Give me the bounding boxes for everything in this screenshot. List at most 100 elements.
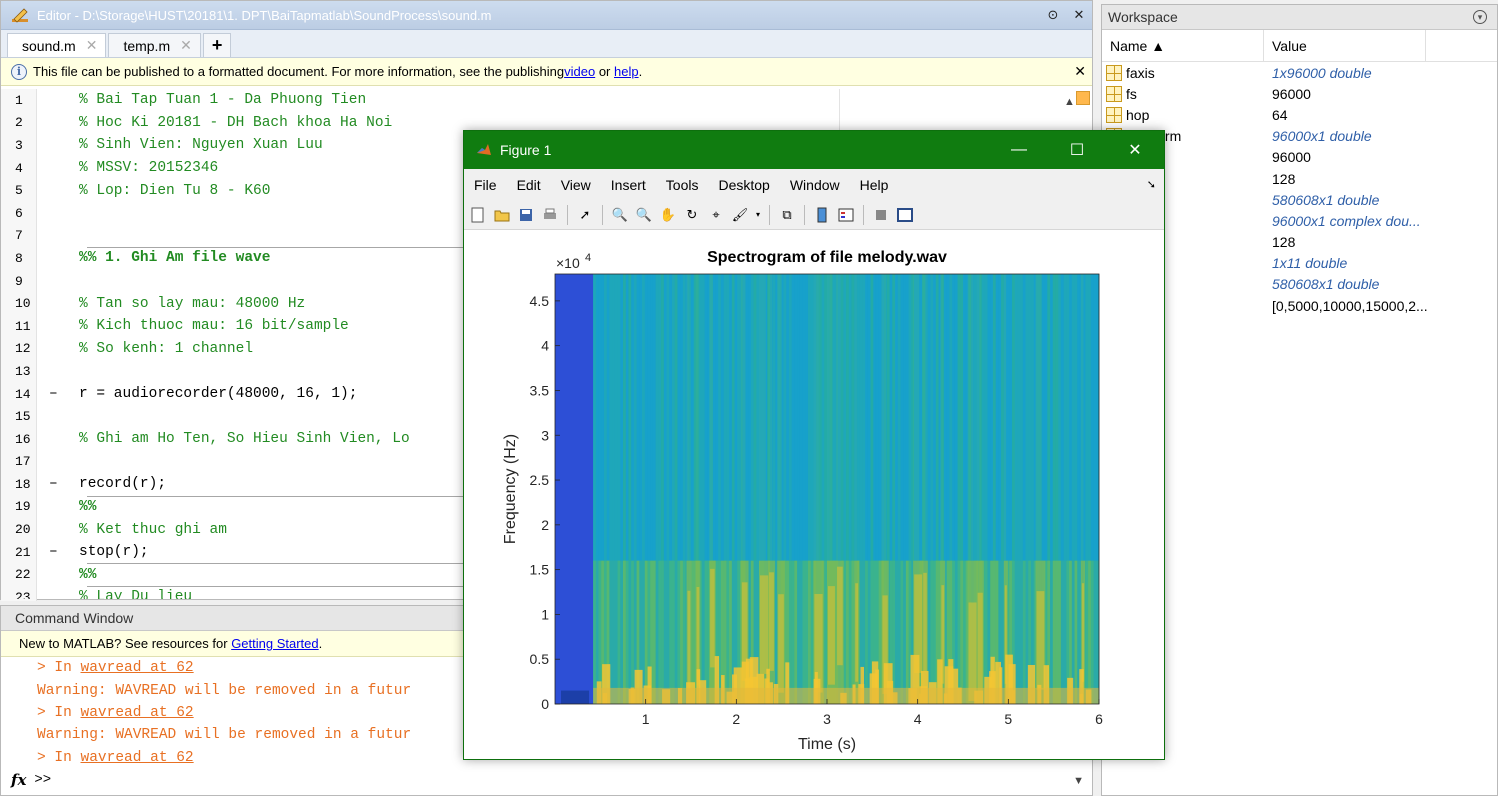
zoom-out-icon[interactable]: 🔍	[635, 206, 653, 222]
code-line[interactable]: 6	[1, 202, 1092, 225]
rotate-icon[interactable]: ↻	[686, 206, 698, 222]
pan-icon[interactable]: ✋	[659, 206, 677, 222]
code-line[interactable]: 16 % Ghi am Ho Ten, So Hieu Sinh Vien, Lo	[1, 428, 1092, 451]
code-analyzer-indicator[interactable]	[1076, 91, 1090, 105]
menu-tools[interactable]: Tools	[665, 176, 699, 193]
scroll-down-icon[interactable]: ▼	[1073, 775, 1084, 787]
code-line[interactable]: 20 % Ket thuc ghi am	[1, 518, 1092, 541]
brush-icon[interactable]: 🖌	[731, 206, 749, 222]
legend-icon[interactable]	[836, 205, 856, 225]
brush-dropdown-icon[interactable]: ▾	[755, 210, 760, 219]
dock-arrow-icon[interactable]: ➘	[1146, 179, 1156, 191]
new-tab-button[interactable]: +	[202, 33, 232, 57]
menu-desktop[interactable]: Desktop	[718, 176, 770, 193]
link-plot-icon[interactable]: ⧉	[782, 206, 792, 222]
code-line[interactable]: 10 % Tan so lay mau: 48000 Hz	[1, 292, 1092, 315]
column-name-header[interactable]: Name ▲	[1102, 30, 1264, 61]
code-line[interactable]: 14 – r = audiorecorder(48000, 16, 1);	[1, 383, 1092, 406]
code-line[interactable]: 15	[1, 405, 1092, 428]
code-line[interactable]: 13	[1, 360, 1092, 383]
code-line[interactable]: 11 % Kich thuoc mau: 16 bit/sample	[1, 315, 1092, 338]
breakpoint-marker[interactable]: –	[49, 544, 58, 561]
print-icon[interactable]	[540, 205, 560, 225]
workspace-variable-row[interactable]: 580608x1 double	[1102, 274, 1497, 295]
tab-temp-m[interactable]: temp.m ✕	[108, 33, 201, 57]
code-line[interactable]: 21 – stop(r);	[1, 541, 1092, 564]
spectrogram-energy	[860, 666, 865, 704]
code-line[interactable]: 18 – record(r);	[1, 473, 1092, 496]
code-line[interactable]: 12 % So kenh: 1 channel	[1, 338, 1092, 361]
code-line[interactable]: 7	[1, 225, 1092, 248]
spectrogram-column	[729, 274, 733, 561]
fx-icon[interactable]: fx	[11, 771, 27, 789]
help-link[interactable]: help	[614, 64, 639, 79]
save-icon[interactable]	[516, 205, 536, 225]
workspace-variable-row[interactable]: 580608x1 double	[1102, 189, 1497, 210]
spectrogram-burst	[967, 274, 974, 561]
workspace-variable-row[interactable]: 96000	[1102, 147, 1497, 168]
spectrogram-column	[897, 274, 901, 561]
code-line[interactable]: 17	[1, 451, 1092, 474]
plot-area[interactable]: 1 2 3 4 5 6 0 0.5 1 1.5 2 2.5 3 3.5 4 4.5 ×10 4 Spectrogra…	[464, 230, 1164, 759]
code-line[interactable]: 1 % Bai Tap Tuan 1 - Da Phuong Tien	[1, 89, 1092, 112]
breakpoint-marker[interactable]: –	[49, 386, 58, 403]
minimize-icon[interactable]: —	[1011, 141, 1027, 158]
scroll-up-icon[interactable]: ▲	[1064, 96, 1075, 108]
code-line[interactable]: 3 % Sinh Vien: Nguyen Xuan Luu	[1, 134, 1092, 157]
spectrogram-chart[interactable]: 1 2 3 4 5 6 0 0.5 1 1.5 2 2.5 3 3.5 4 4.5 ×10 4 Spectrogra…	[464, 230, 1164, 759]
close-info-icon[interactable]: ✕	[1074, 63, 1086, 79]
getting-started-link[interactable]: Getting Started	[231, 636, 319, 651]
command-prompt[interactable]: fx >>	[11, 771, 51, 789]
video-link[interactable]: video	[564, 64, 596, 79]
spectrogram-column	[1039, 274, 1043, 561]
workspace-variable-row[interactable]: fs 96000	[1102, 83, 1497, 104]
panel-actions-icon[interactable]: ⊙	[1047, 7, 1059, 22]
menu-edit[interactable]: Edit	[516, 176, 541, 193]
spectrogram-column	[617, 274, 621, 561]
workspace-actions-icon[interactable]: ▾	[1473, 10, 1487, 24]
close-icon[interactable]: ✕	[1128, 142, 1142, 159]
workspace-variable-row[interactable]: faxis 1x96000 double	[1102, 62, 1497, 83]
column-value-header[interactable]: Value	[1264, 30, 1426, 61]
tab-sound-m[interactable]: sound.m ✕	[7, 33, 107, 57]
code-line[interactable]: 5 % Lop: Dien Tu 8 - K60	[1, 179, 1092, 202]
breakpoint-marker[interactable]: –	[49, 476, 58, 493]
menu-file[interactable]: File	[474, 176, 497, 193]
pointer-icon[interactable]: ➚	[579, 206, 591, 222]
workspace-variable-row[interactable]: 128	[1102, 232, 1497, 253]
workspace-variable-row[interactable]: [0,5000,10000,15000,2...	[1102, 295, 1497, 316]
data-cursor-icon[interactable]: ⌖	[712, 206, 720, 222]
code-line[interactable]: 9	[1, 270, 1092, 293]
menu-help[interactable]: Help	[859, 176, 889, 193]
workspace-variable-row[interactable]: 1x11 double	[1102, 253, 1497, 274]
spectrogram-column	[612, 274, 616, 561]
open-file-icon[interactable]	[492, 205, 512, 225]
wavread-link[interactable]: wavread at 62	[80, 660, 194, 677]
code-line[interactable]: 4 % MSSV: 20152346	[1, 157, 1092, 180]
new-figure-icon[interactable]	[468, 205, 488, 225]
workspace-variable-row[interactable]: hop 64	[1102, 104, 1497, 125]
menu-view[interactable]: View	[560, 176, 591, 193]
hide-plot-tools-icon[interactable]	[871, 205, 891, 225]
spectrogram-column	[783, 560, 787, 704]
show-plot-tools-icon[interactable]	[895, 205, 915, 225]
code-area[interactable]: 1 % Bai Tap Tuan 1 - Da Phuong Tien 2 % Hoc…	[1, 89, 1092, 599]
spectrogram-column	[794, 274, 798, 561]
publish-info-bar: i This file can be published to a format…	[1, 58, 1092, 86]
wavread-link[interactable]: wavread at 62	[80, 704, 194, 721]
menu-insert[interactable]: Insert	[610, 176, 646, 193]
menu-window[interactable]: Window	[789, 176, 840, 193]
colorbar-icon[interactable]	[812, 205, 832, 225]
spectrogram-column	[1044, 560, 1048, 704]
wavread-link[interactable]: wavread at 62	[80, 749, 194, 766]
zoom-in-icon[interactable]: 🔍	[611, 206, 629, 222]
maximize-icon[interactable]: ☐	[1069, 142, 1085, 159]
code-line[interactable]: 2 % Hoc Ki 20181 - DH Bach khoa Ha Noi	[1, 112, 1092, 135]
workspace-variable-row[interactable]: 128	[1102, 168, 1497, 189]
spectrogram-column	[691, 274, 695, 561]
editor-scrollbar[interactable]: ▲	[1064, 93, 1084, 123]
close-tab-icon[interactable]: ✕	[180, 37, 192, 53]
close-tab-icon[interactable]: ✕	[85, 37, 98, 53]
spectrogram-energy	[714, 656, 720, 704]
close-editor-icon[interactable]: ✕	[1073, 7, 1085, 22]
